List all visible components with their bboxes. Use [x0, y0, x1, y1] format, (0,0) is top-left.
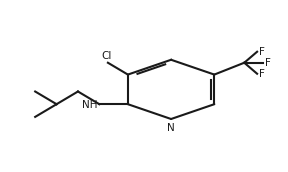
Text: F: F	[259, 69, 265, 79]
Text: Cl: Cl	[101, 51, 112, 61]
Text: NH: NH	[82, 100, 98, 110]
Text: F: F	[259, 47, 265, 57]
Text: F: F	[265, 58, 271, 68]
Text: N: N	[167, 123, 175, 133]
